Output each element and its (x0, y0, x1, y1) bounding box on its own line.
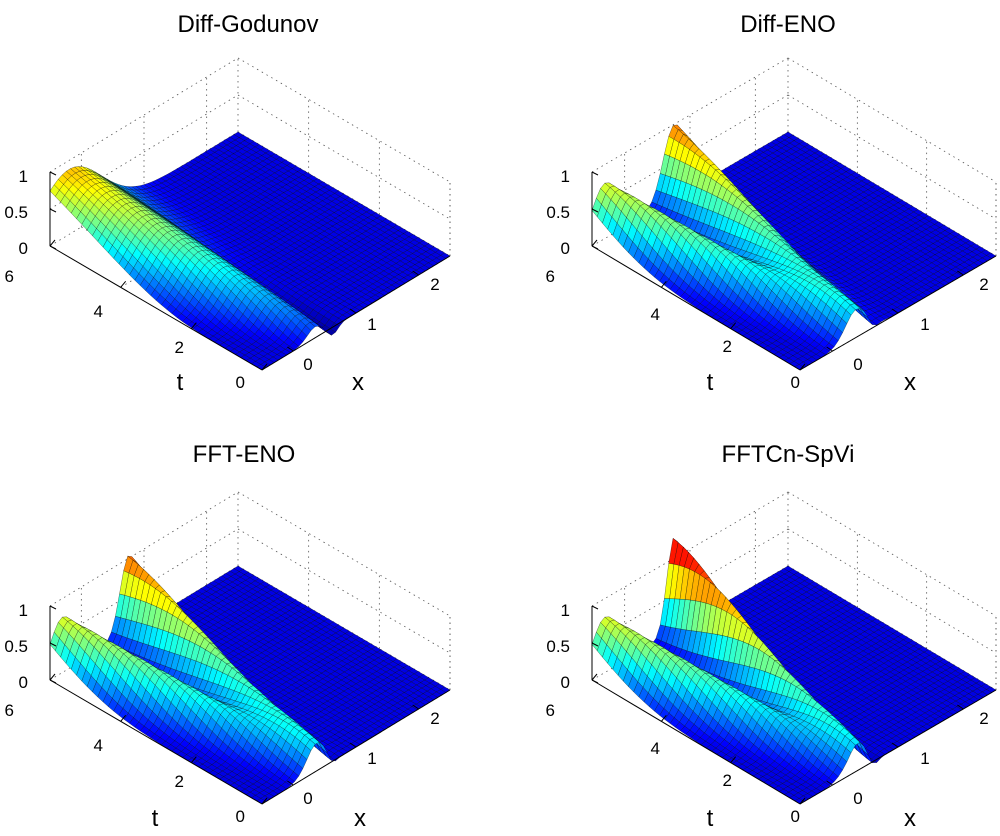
surface-mesh (591, 124, 997, 371)
plot-title: Diff-ENO (740, 11, 836, 38)
x-tick-label: 2 (979, 275, 988, 294)
surface-plot-diff-eno: Diff-ENO 0 0.5 1 6 4 2 0 0 1 2 t x (546, 11, 997, 396)
x-tick-label: 0 (303, 355, 312, 374)
t-axis-label: t (177, 369, 184, 396)
x-tick-label: 0 (853, 355, 862, 374)
grid-line (237, 94, 451, 220)
t-tick-label: 4 (651, 305, 660, 324)
t-tick-label: 6 (5, 267, 14, 286)
t-tick-label: 2 (175, 338, 184, 357)
plot-title: FFT-ENO (193, 441, 296, 468)
t-tick-mark (49, 239, 56, 247)
t-axis-label: t (707, 369, 714, 396)
t-tick-mark (591, 239, 598, 247)
x-tick-label: 2 (430, 275, 439, 294)
surface-plot-diff-godunov: Diff-Godunov 0 0.5 1 6 4 2 0 0 1 2 t x (4, 11, 451, 396)
z-tick-label: 0.5 (4, 203, 28, 222)
x-axis-label: x (904, 369, 916, 396)
z-tick-mark (591, 171, 599, 176)
z-tick-mark (591, 245, 599, 250)
t-tick-label: 2 (723, 337, 732, 356)
t-tick-label: 4 (94, 302, 103, 321)
z-tick-label: 0.5 (546, 203, 570, 222)
z-tick-label: 1 (19, 167, 28, 186)
z-tick-label: 0 (561, 239, 570, 258)
z-tick-mark (49, 208, 57, 213)
grid-line (237, 57, 451, 183)
z-tick-label: 0 (19, 239, 28, 258)
x-tick-label: 1 (367, 315, 376, 334)
t-tick-mark (120, 281, 127, 288)
surface-mesh (49, 131, 451, 371)
t-tick-label: 6 (546, 267, 555, 286)
z-tick-label: 1 (561, 167, 570, 186)
x-tick-label: 1 (920, 315, 929, 334)
surface-plot-fft-eno: FFT-ENO 0 0.5 1 6 4 2 0 0 1 2 t x (4, 441, 451, 832)
x-axis-label: x (352, 369, 364, 396)
plot-title: Diff-Godunov (178, 11, 319, 38)
t-tick-label: 0 (791, 373, 800, 392)
z-tick-mark (49, 171, 57, 176)
z-tick-mark (49, 245, 57, 250)
t-tick-label: 0 (236, 373, 245, 392)
surface-mesh (49, 555, 451, 805)
